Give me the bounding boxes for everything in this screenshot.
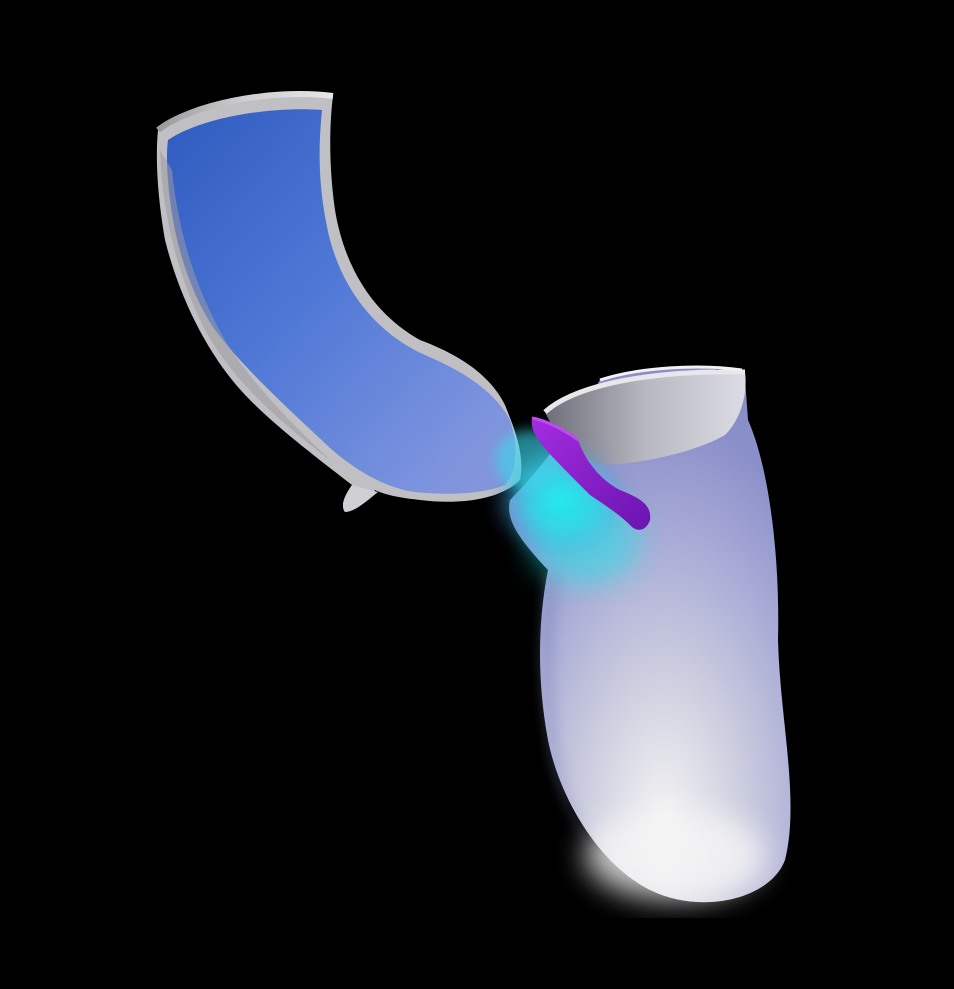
valve-leaflet — [531, 416, 651, 530]
upper-vessel — [156, 91, 522, 513]
